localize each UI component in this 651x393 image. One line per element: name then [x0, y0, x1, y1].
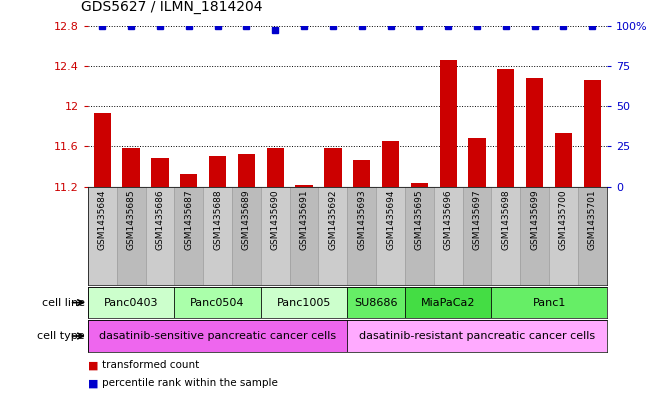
Bar: [122, 149, 140, 187]
Bar: [174, 187, 203, 285]
Bar: [174, 287, 261, 318]
Bar: [324, 149, 342, 187]
Bar: [382, 141, 399, 187]
Bar: [151, 158, 169, 187]
Text: GSM1435684: GSM1435684: [98, 189, 107, 250]
Text: GSM1435695: GSM1435695: [415, 189, 424, 250]
Bar: [318, 187, 348, 285]
Bar: [88, 287, 174, 318]
Bar: [261, 187, 290, 285]
Text: GSM1435696: GSM1435696: [444, 189, 452, 250]
Text: Panc1005: Panc1005: [277, 298, 331, 308]
Text: dasatinib-sensitive pancreatic cancer cells: dasatinib-sensitive pancreatic cancer ce…: [99, 331, 336, 341]
Bar: [376, 187, 405, 285]
Text: percentile rank within the sample: percentile rank within the sample: [102, 378, 278, 388]
Bar: [261, 287, 348, 318]
Text: GSM1435699: GSM1435699: [530, 189, 539, 250]
Text: GSM1435701: GSM1435701: [588, 189, 597, 250]
Text: GSM1435691: GSM1435691: [299, 189, 309, 250]
Text: GSM1435692: GSM1435692: [328, 189, 337, 250]
Bar: [180, 174, 197, 187]
Text: GSM1435694: GSM1435694: [386, 189, 395, 250]
Bar: [232, 187, 261, 285]
Bar: [549, 187, 578, 285]
Bar: [94, 113, 111, 187]
Bar: [296, 185, 312, 187]
Text: cell line: cell line: [42, 298, 85, 308]
Text: Panc0403: Panc0403: [104, 298, 158, 308]
Bar: [405, 187, 434, 285]
Bar: [348, 187, 376, 285]
Text: GSM1435686: GSM1435686: [156, 189, 165, 250]
Text: cell type: cell type: [37, 331, 85, 341]
Bar: [492, 187, 520, 285]
Text: transformed count: transformed count: [102, 360, 199, 371]
Text: GSM1435698: GSM1435698: [501, 189, 510, 250]
Text: ■: ■: [88, 360, 98, 371]
Text: GSM1435687: GSM1435687: [184, 189, 193, 250]
Text: GDS5627 / ILMN_1814204: GDS5627 / ILMN_1814204: [81, 0, 263, 14]
Bar: [267, 149, 284, 187]
Bar: [492, 287, 607, 318]
Text: GSM1435685: GSM1435685: [127, 189, 135, 250]
Bar: [463, 187, 492, 285]
Bar: [497, 69, 514, 187]
Bar: [348, 287, 405, 318]
Bar: [348, 320, 607, 352]
Text: Panc0504: Panc0504: [190, 298, 245, 308]
Bar: [411, 183, 428, 187]
Text: GSM1435693: GSM1435693: [357, 189, 367, 250]
Bar: [238, 154, 255, 187]
Bar: [584, 80, 601, 187]
Bar: [578, 187, 607, 285]
Bar: [526, 78, 544, 187]
Bar: [555, 133, 572, 187]
Bar: [88, 187, 117, 285]
Bar: [439, 60, 457, 187]
Text: Panc1: Panc1: [533, 298, 566, 308]
Bar: [405, 287, 492, 318]
Text: GSM1435700: GSM1435700: [559, 189, 568, 250]
Text: SU8686: SU8686: [354, 298, 398, 308]
Bar: [290, 187, 318, 285]
Bar: [209, 156, 227, 187]
Bar: [146, 187, 174, 285]
Text: dasatinib-resistant pancreatic cancer cells: dasatinib-resistant pancreatic cancer ce…: [359, 331, 595, 341]
Bar: [434, 187, 463, 285]
Text: GSM1435689: GSM1435689: [242, 189, 251, 250]
Bar: [88, 320, 348, 352]
Bar: [117, 187, 146, 285]
Bar: [203, 187, 232, 285]
Bar: [520, 187, 549, 285]
Bar: [353, 160, 370, 187]
Bar: [468, 138, 486, 187]
Text: GSM1435697: GSM1435697: [473, 189, 482, 250]
Text: MiaPaCa2: MiaPaCa2: [421, 298, 475, 308]
Text: ■: ■: [88, 378, 98, 388]
Text: GSM1435688: GSM1435688: [213, 189, 222, 250]
Text: GSM1435690: GSM1435690: [271, 189, 280, 250]
